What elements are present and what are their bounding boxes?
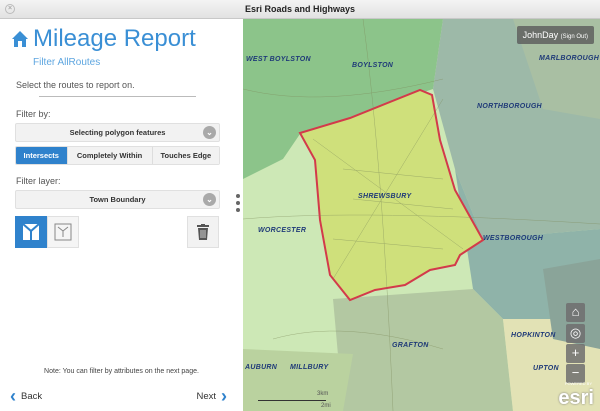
locate-icon: ◎ <box>569 325 582 340</box>
side-panel: Mileage Report Filter AllRoutes Select t… <box>0 19 243 411</box>
filter-by-label: Filter by: <box>16 109 51 119</box>
polygon-select-icon <box>22 223 40 240</box>
home-icon[interactable] <box>10 29 30 49</box>
chevron-right-icon: › <box>221 386 227 406</box>
scale-km: 3km <box>317 391 329 397</box>
filter-by-select[interactable]: Selecting polygon features ⌄ <box>15 123 220 142</box>
west-boylston-region <box>243 19 443 179</box>
subtitle: Filter AllRoutes <box>33 57 101 68</box>
filter-layer-select[interactable]: Town Boundary ⌄ <box>15 190 220 209</box>
divider <box>39 96 196 97</box>
map[interactable]: WEST BOYLSTON BOYLSTON MARLBOROUGH NORTH… <box>243 19 600 411</box>
panel-resize-handle[interactable] <box>236 194 241 215</box>
scale-mi: 2mi <box>321 403 331 409</box>
town-label: GRAFTON <box>392 342 429 349</box>
sign-out-link[interactable]: (Sign Out) <box>560 34 588 40</box>
home-button[interactable]: ⌂ <box>566 303 585 322</box>
user-badge[interactable]: JohnDay (Sign Out) <box>516 26 594 44</box>
spatial-relationship-toggle: Intersects Completely Within Touches Edg… <box>15 146 220 165</box>
zoom-in-button[interactable]: + <box>566 344 585 363</box>
town-label: UPTON <box>533 365 559 372</box>
title-bar: × Esri Roads and Highways <box>0 0 600 19</box>
draw-polygon-button[interactable] <box>15 216 47 248</box>
back-label: Back <box>21 391 43 402</box>
town-label: BOYLSTON <box>352 62 394 69</box>
town-label: SHREWSBURY <box>358 193 412 200</box>
town-label: AUBURN <box>245 364 278 371</box>
auburn-region <box>243 349 353 411</box>
locate-button[interactable]: ◎ <box>566 324 585 343</box>
zoom-out-button[interactable]: − <box>566 364 585 383</box>
esri-logo[interactable]: esri <box>558 387 594 409</box>
close-icon[interactable]: × <box>5 4 15 14</box>
town-label: WESTBOROUGH <box>483 235 544 242</box>
town-label: WORCESTER <box>258 227 307 234</box>
extent-select-icon <box>54 223 72 241</box>
town-label: MILLBURY <box>290 364 329 371</box>
window-title: Esri Roads and Highways <box>244 4 356 14</box>
next-label: Next <box>196 391 216 402</box>
scale-bar <box>258 400 326 401</box>
esri-powered-by: POWERED BY <box>564 381 592 386</box>
page-title: Mileage Report <box>10 25 196 53</box>
touches-edge-button[interactable]: Touches Edge <box>151 147 219 164</box>
town-label: NORTHBOROUGH <box>477 103 542 110</box>
intersects-button[interactable]: Intersects <box>16 147 67 164</box>
filter-by-value: Selecting polygon features <box>69 128 166 137</box>
username: JohnDay <box>522 30 559 40</box>
clear-selection-button[interactable] <box>187 216 219 248</box>
description: Select the routes to report on. <box>16 80 135 90</box>
title-text: Mileage Report <box>33 25 196 52</box>
filter-layer-value: Town Boundary <box>89 195 146 204</box>
map-canvas <box>243 19 600 411</box>
shrewsbury-highlight <box>298 88 485 302</box>
town-label: WEST BOYLSTON <box>246 56 311 63</box>
town-label: MARLBOROUGH <box>539 55 600 62</box>
filter-layer-label: Filter layer: <box>16 176 61 186</box>
trash-icon <box>197 224 209 240</box>
plus-icon: + <box>571 345 580 360</box>
draw-extent-button[interactable] <box>47 216 79 248</box>
roads <box>243 19 600 411</box>
chevron-down-icon: ⌄ <box>203 193 216 206</box>
completely-within-button[interactable]: Completely Within <box>66 147 152 164</box>
back-button[interactable]: ‹ Back <box>10 386 42 407</box>
chevron-down-icon: ⌄ <box>203 126 216 139</box>
chevron-left-icon: ‹ <box>10 386 16 406</box>
marlborough-region <box>513 19 600 119</box>
note-text: Note: You can filter by attributes on th… <box>44 368 199 375</box>
minus-icon: − <box>571 365 580 380</box>
town-label: HOPKINTON <box>511 332 556 339</box>
next-button[interactable]: Next › <box>196 386 227 407</box>
home-icon: ⌂ <box>571 304 580 319</box>
grafton-region <box>333 289 513 411</box>
